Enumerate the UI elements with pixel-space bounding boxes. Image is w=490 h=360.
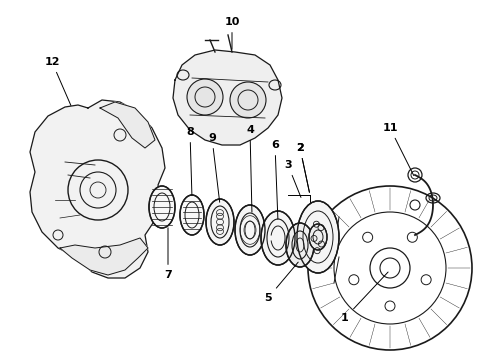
Circle shape (230, 82, 266, 118)
Ellipse shape (149, 186, 175, 228)
Text: 2: 2 (296, 143, 309, 192)
Text: 4: 4 (246, 125, 254, 212)
Ellipse shape (286, 223, 314, 267)
Circle shape (187, 79, 223, 115)
Text: 2: 2 (296, 143, 309, 192)
Ellipse shape (261, 211, 295, 265)
Ellipse shape (309, 224, 327, 250)
Ellipse shape (206, 199, 234, 245)
Text: 1: 1 (341, 272, 388, 323)
Text: 8: 8 (186, 127, 194, 195)
Text: 12: 12 (44, 57, 71, 105)
Ellipse shape (180, 195, 204, 235)
Text: 6: 6 (271, 140, 279, 219)
Polygon shape (173, 50, 282, 145)
Text: 9: 9 (208, 133, 220, 202)
Text: 5: 5 (264, 262, 298, 303)
Ellipse shape (235, 205, 265, 255)
Polygon shape (30, 100, 165, 278)
Ellipse shape (297, 201, 339, 273)
Polygon shape (60, 238, 148, 275)
Text: 10: 10 (224, 17, 240, 49)
Text: 3: 3 (284, 160, 301, 197)
Text: 7: 7 (164, 228, 172, 280)
Polygon shape (100, 102, 155, 148)
Text: 11: 11 (382, 123, 414, 176)
